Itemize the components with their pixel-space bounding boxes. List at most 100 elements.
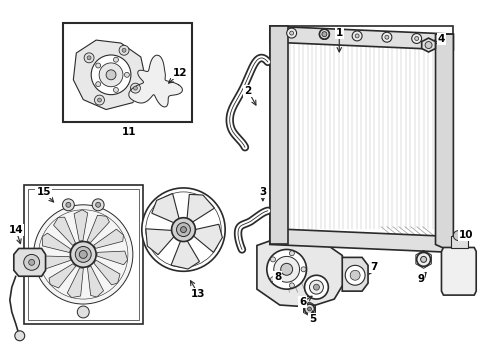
Circle shape (87, 56, 91, 60)
Circle shape (274, 256, 299, 282)
Circle shape (290, 251, 294, 256)
Circle shape (66, 202, 71, 207)
Polygon shape (422, 38, 436, 52)
Circle shape (287, 28, 296, 38)
Circle shape (180, 227, 187, 233)
Circle shape (96, 63, 100, 68)
Circle shape (314, 284, 319, 290)
Circle shape (270, 277, 275, 282)
Circle shape (385, 35, 389, 39)
Circle shape (114, 57, 119, 62)
Polygon shape (146, 229, 176, 255)
Circle shape (95, 95, 104, 105)
Text: 15: 15 (36, 187, 51, 197)
Text: 6: 6 (299, 297, 306, 307)
Polygon shape (74, 210, 88, 241)
Circle shape (142, 188, 225, 271)
Text: 3: 3 (259, 187, 267, 197)
Bar (451, 235, 468, 248)
Polygon shape (97, 251, 127, 265)
Circle shape (310, 280, 323, 294)
Circle shape (15, 331, 24, 341)
Circle shape (122, 48, 126, 52)
Circle shape (425, 41, 432, 49)
Polygon shape (14, 248, 46, 276)
Polygon shape (152, 194, 180, 224)
Polygon shape (342, 257, 368, 291)
Text: 8: 8 (274, 272, 281, 282)
Polygon shape (67, 268, 83, 298)
Circle shape (290, 31, 294, 35)
Circle shape (99, 63, 123, 87)
Circle shape (281, 264, 293, 275)
Polygon shape (49, 264, 76, 288)
Circle shape (114, 87, 119, 93)
Bar (270, 26, 453, 244)
Text: 13: 13 (191, 289, 206, 299)
Circle shape (91, 55, 131, 95)
Circle shape (319, 29, 329, 39)
Circle shape (412, 33, 421, 44)
Circle shape (98, 98, 101, 102)
Circle shape (355, 34, 359, 38)
Circle shape (34, 205, 133, 304)
Bar (24, 185, 143, 324)
Polygon shape (94, 260, 120, 285)
Polygon shape (436, 34, 453, 252)
Circle shape (322, 32, 327, 37)
Text: 5: 5 (309, 314, 316, 324)
Circle shape (92, 199, 104, 211)
Circle shape (79, 251, 87, 258)
Circle shape (29, 260, 35, 265)
Polygon shape (42, 233, 71, 253)
Circle shape (130, 83, 141, 93)
Polygon shape (74, 40, 146, 109)
Circle shape (119, 45, 129, 55)
Circle shape (267, 249, 307, 289)
Text: 10: 10 (459, 230, 473, 239)
Circle shape (352, 31, 362, 41)
Circle shape (96, 202, 100, 207)
Polygon shape (187, 194, 215, 224)
Text: 9: 9 (417, 274, 424, 284)
Polygon shape (39, 256, 71, 269)
Circle shape (270, 257, 275, 262)
Circle shape (172, 218, 196, 242)
Polygon shape (191, 224, 222, 252)
Circle shape (416, 252, 431, 266)
Polygon shape (53, 217, 75, 246)
Circle shape (415, 36, 418, 40)
Circle shape (290, 283, 294, 288)
Polygon shape (270, 26, 453, 50)
Bar (63, 23, 193, 122)
Circle shape (62, 199, 74, 211)
Circle shape (305, 304, 315, 314)
Circle shape (301, 267, 306, 272)
Polygon shape (88, 266, 103, 297)
Polygon shape (270, 26, 288, 244)
Circle shape (133, 86, 137, 90)
Text: 14: 14 (8, 225, 23, 235)
Circle shape (84, 53, 94, 63)
Circle shape (71, 242, 96, 267)
Text: 7: 7 (370, 262, 378, 272)
Polygon shape (87, 215, 109, 243)
Polygon shape (94, 229, 123, 248)
Circle shape (124, 72, 129, 77)
Circle shape (24, 255, 40, 270)
Circle shape (345, 265, 365, 285)
Circle shape (350, 270, 360, 280)
Circle shape (176, 223, 191, 237)
Text: 2: 2 (245, 86, 251, 96)
Polygon shape (171, 237, 199, 269)
Polygon shape (129, 55, 182, 107)
Text: 12: 12 (173, 68, 188, 78)
Text: 4: 4 (438, 34, 445, 44)
Circle shape (453, 231, 464, 240)
Circle shape (77, 306, 89, 318)
Circle shape (106, 70, 116, 80)
Text: 11: 11 (122, 127, 136, 138)
Circle shape (319, 30, 329, 40)
Polygon shape (441, 247, 476, 295)
Circle shape (382, 32, 392, 42)
